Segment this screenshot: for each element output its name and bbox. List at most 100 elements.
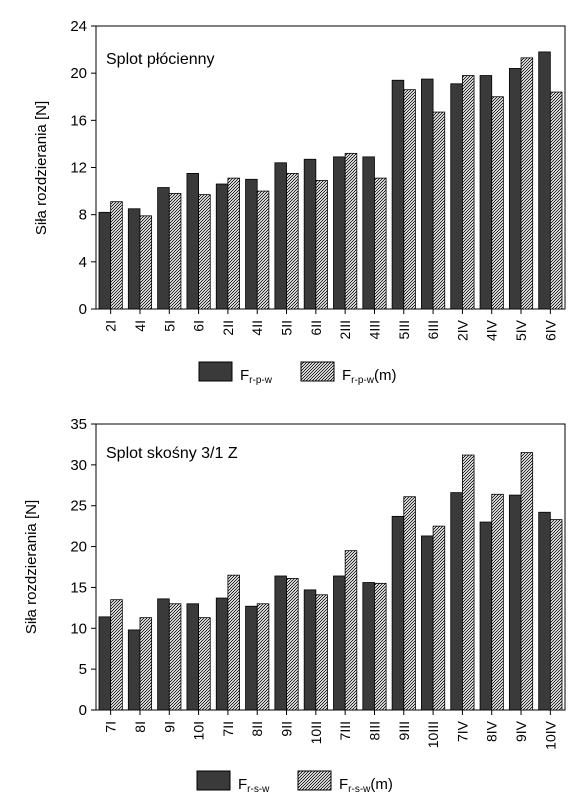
chart-1-bar-dark-5III <box>391 79 405 310</box>
chart-2-title: Splot skośny 3/1 Z <box>106 445 238 462</box>
chart-2-x-tick-label: 10IV <box>542 720 558 749</box>
chart-2-bar-dark-10II <box>303 589 317 711</box>
chart-1-bar-hatched-6IV <box>549 91 563 310</box>
chart-2-legend-swatch-dark <box>196 770 231 791</box>
chart-1-bar-dark-2III <box>333 156 346 310</box>
chart-2-bar-dark-8III <box>362 582 375 711</box>
chart-2-y-ticks: 0 5 10 15 20 25 30 35 <box>70 416 96 719</box>
chart-1-bar-dark-2IV <box>450 83 463 310</box>
chart-1-y-tick-label: 0 <box>79 301 87 318</box>
chart-2-bar-hatched-10IV <box>549 519 563 711</box>
chart-1-bar-dark-4IV <box>479 75 493 310</box>
chart-2-y-tick-label: 0 <box>79 702 87 719</box>
chart-1-bar-dark-6IV <box>538 51 551 310</box>
chart-1-x-ticks: 2I 4I 5I 6I 2II 4II 5II 6II 2III 4III 5III 6III 2IV 4… <box>103 309 558 341</box>
chart-1-bar-hatched-5II <box>286 172 299 310</box>
chart-2-bar-hatched-9II <box>286 578 299 711</box>
chart-2-bar-dark-8IV <box>479 521 493 711</box>
chart-2-y-axis-label: Siła rozdzierania [N] <box>23 500 40 634</box>
chart-1-legend-swatch-dark <box>198 361 233 382</box>
chart-1: Splot płócienny Siła rozdzierania [N] 0 4… <box>33 18 566 386</box>
chart-2-x-tick-label: 8I <box>132 721 148 733</box>
chart-1-x-tick-label: 2IV <box>454 319 470 341</box>
chart-2-x-tick-label: 7IV <box>454 720 470 742</box>
chart-1-bar-hatched-6III <box>432 111 446 310</box>
chart-1-y-tick-label: 4 <box>79 254 87 271</box>
chart-2-x-tick-label: 7III <box>337 721 353 740</box>
chart-2-legend-label-2: Fr-s-w(m) <box>339 776 393 795</box>
chart-1-x-tick-label: 5II <box>279 320 295 336</box>
chart-1-x-tick-label: 2II <box>220 320 236 336</box>
chart-1-x-tick-label: 4I <box>132 320 148 332</box>
chart-1-bars <box>98 51 563 310</box>
chart-1-bar-hatched-6II <box>315 180 328 310</box>
chart-2-bar-hatched-10I <box>198 617 211 711</box>
chart-1-title: Splot płócienny <box>106 51 215 68</box>
chart-2-x-tick-label: 9I <box>161 721 177 733</box>
chart-1-bar-hatched-4III <box>374 177 387 310</box>
chart-1-x-tick-label: 6I <box>191 320 207 332</box>
chart-1-y-tick-label: 16 <box>70 112 87 129</box>
chart-2-x-tick-label: 8IV <box>484 720 500 742</box>
chart-1-x-tick-label: 6IV <box>542 319 558 341</box>
chart-1-x-tick-label: 5I <box>161 320 177 332</box>
chart-2-y-tick-label: 5 <box>79 661 87 678</box>
chart-1-x-tick-label: 6II <box>308 320 324 336</box>
chart-2-bar-dark-7III <box>333 575 346 711</box>
chart-2-bar-dark-10IV <box>538 511 551 711</box>
chart-2-legend-swatch-hatched <box>297 770 332 791</box>
chart-2-bar-dark-7I <box>98 616 112 711</box>
chart-1-x-tick-label: 2III <box>337 320 353 339</box>
chart-2: Splot skośny 3/1 Z Siła rozdzierania [N]… <box>23 416 566 795</box>
chart-2-x-tick-label: 8II <box>249 721 265 737</box>
chart-2-bar-dark-9I <box>157 598 170 711</box>
chart-1-y-tick-label: 20 <box>70 65 87 82</box>
chart-1-legend-label-2: Fr-p-w(m) <box>342 367 396 386</box>
chart-2-bar-dark-8II <box>245 605 258 711</box>
chart-2-bar-dark-7II <box>215 597 229 711</box>
chart-1-bar-dark-5IV <box>508 68 522 310</box>
chart-2-bar-hatched-8II <box>256 603 270 711</box>
chart-1-y-axis-label: Siła rozdzierania [N] <box>33 101 50 235</box>
chart-2-bar-dark-9III <box>391 515 405 711</box>
chart-1-bar-hatched-2II <box>227 177 240 310</box>
chart-1-bar-dark-5I <box>157 187 170 310</box>
chart-1-legend-swatch-hatched <box>300 361 335 382</box>
chart-1-x-tick-label: 4III <box>366 320 382 339</box>
chart-1-bar-hatched-5IV <box>520 57 534 310</box>
chart-1-bar-dark-2I <box>98 211 112 310</box>
chart-2-x-ticks: 7I 8I 9I 10I 7II 8II 9II 10II 7III 8III 9III 10III 7… <box>103 710 558 750</box>
chart-2-x-tick-label: 9IV <box>513 720 529 742</box>
chart-1-bar-dark-6I <box>186 172 199 310</box>
chart-2-y-tick-label: 15 <box>70 579 87 596</box>
chart-2-bar-dark-10I <box>186 603 199 711</box>
chart-2-x-tick-label: 10II <box>308 721 324 744</box>
chart-1-bar-dark-4I <box>127 208 141 310</box>
chart-1-bar-dark-6II <box>303 158 317 310</box>
chart-1-bar-hatched-2III <box>344 152 358 310</box>
chart-1-bar-hatched-2I <box>110 201 123 310</box>
chart-2-bar-hatched-8III <box>374 582 387 711</box>
chart-2-x-tick-label: 9III <box>396 721 412 740</box>
chart-2-x-tick-label: 10I <box>191 721 207 740</box>
chart-1-bar-dark-5II <box>274 162 287 310</box>
chart-1-bar-dark-4II <box>245 178 258 310</box>
chart-1-bar-hatched-4IV <box>491 96 504 310</box>
chart-1-bar-hatched-4II <box>256 190 270 310</box>
chart-2-bar-hatched-8I <box>139 617 153 711</box>
chart-2-bar-dark-7IV <box>450 492 463 711</box>
chart-2-bar-dark-8I <box>127 629 141 711</box>
chart-1-y-tick-label: 8 <box>79 207 87 224</box>
chart-2-y-tick-label: 30 <box>70 457 87 474</box>
chart-1-legend-label-1: Fr-p-w <box>240 367 273 386</box>
chart-2-bar-hatched-10III <box>432 525 446 711</box>
chart-1-legend: Fr-p-w Fr-p-w(m) <box>198 361 396 386</box>
chart-2-x-tick-label: 10III <box>425 721 441 748</box>
chart-2-bar-hatched-10II <box>315 594 328 711</box>
chart-2-y-tick-label: 25 <box>70 498 87 515</box>
chart-1-y-tick-label: 24 <box>70 18 87 35</box>
chart-2-x-tick-label: 9II <box>279 721 295 737</box>
chart-2-x-tick-label: 7II <box>220 721 236 737</box>
chart-2-bar-hatched-8IV <box>491 493 504 711</box>
